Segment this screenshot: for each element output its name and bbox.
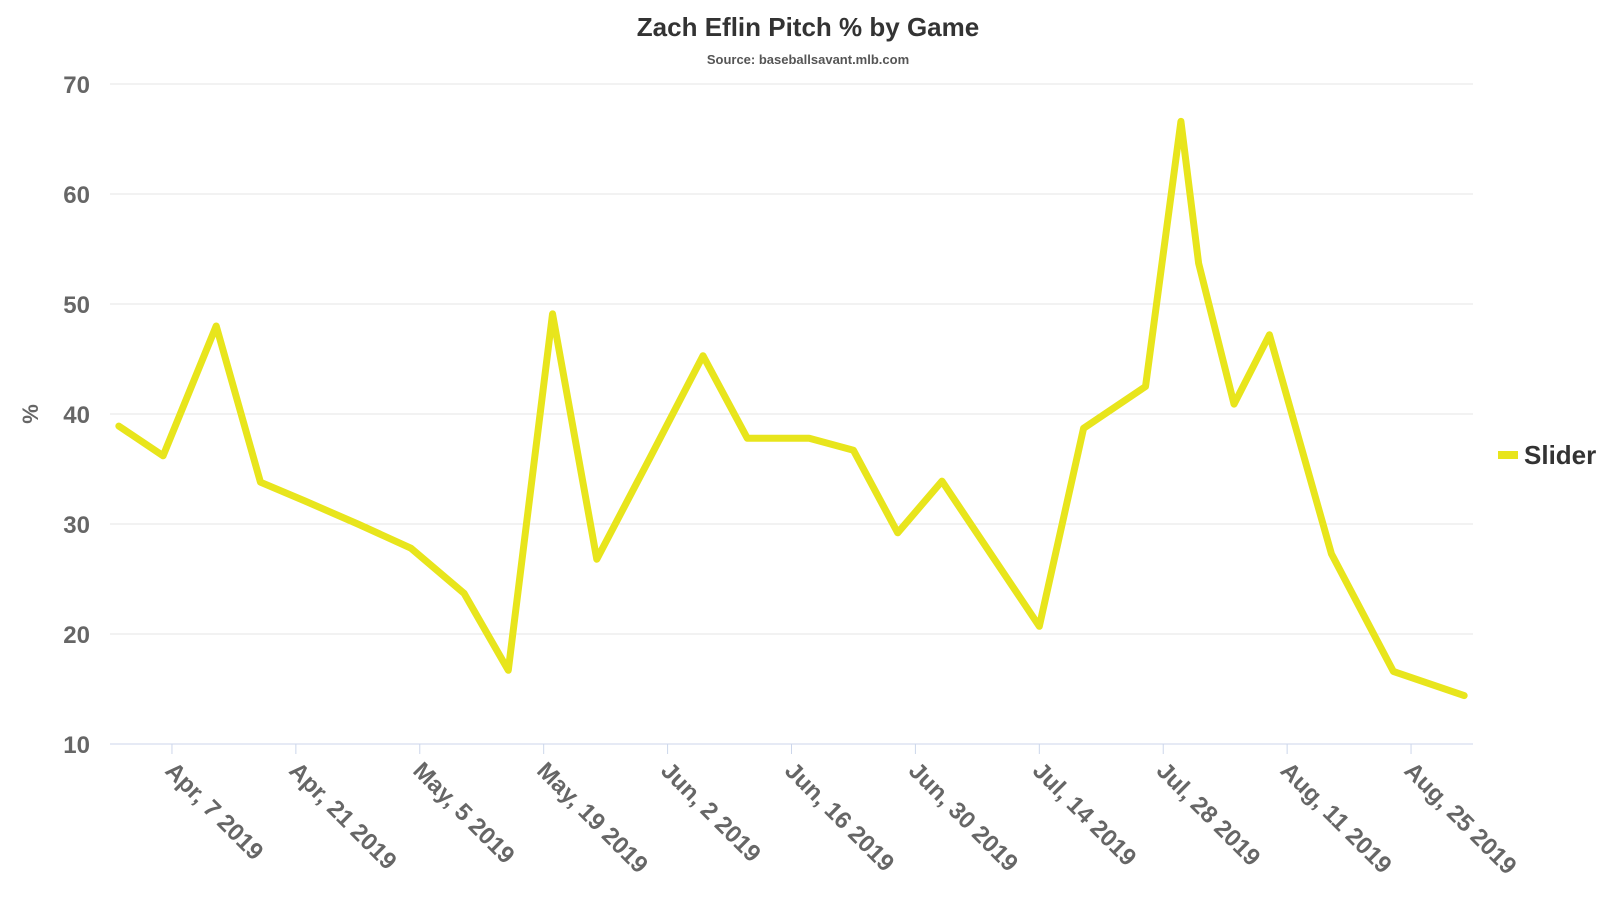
x-tick-label: Apr, 21 2019 (284, 757, 402, 875)
x-tick-label: Jun, 16 2019 (779, 757, 899, 877)
chart-title: Zach Eflin Pitch % by Game (637, 12, 979, 42)
y-tick-label: 70 (63, 72, 90, 99)
x-tick-label: Jul, 28 2019 (1151, 757, 1265, 871)
x-tick-label: May, 19 2019 (531, 757, 653, 879)
x-tick-label: Aug, 11 2019 (1275, 757, 1397, 879)
y-tick-label: 60 (63, 182, 90, 209)
legend-label: Slider (1524, 440, 1596, 470)
x-tick-label: Aug, 25 2019 (1399, 757, 1522, 880)
y-tick-label: 40 (63, 402, 90, 429)
x-tick-label: Jun, 2 2019 (655, 757, 766, 868)
x-tick-label: May, 5 2019 (408, 757, 520, 869)
y-tick-label: 30 (63, 512, 90, 539)
y-tick-label: 10 (63, 732, 90, 759)
x-tick-label: Apr, 7 2019 (160, 757, 269, 866)
y-tick-label: 50 (63, 292, 90, 319)
x-tick-label: Jun, 30 2019 (903, 757, 1023, 877)
x-tick-label: Jul, 14 2019 (1027, 757, 1141, 871)
y-axis-label: % (18, 404, 43, 424)
y-tick-label: 20 (63, 622, 90, 649)
line (115, 117, 1468, 700)
chart-subtitle: Source: baseballsavant.mlb.com (707, 52, 909, 67)
legend-swatch (1498, 451, 1518, 459)
